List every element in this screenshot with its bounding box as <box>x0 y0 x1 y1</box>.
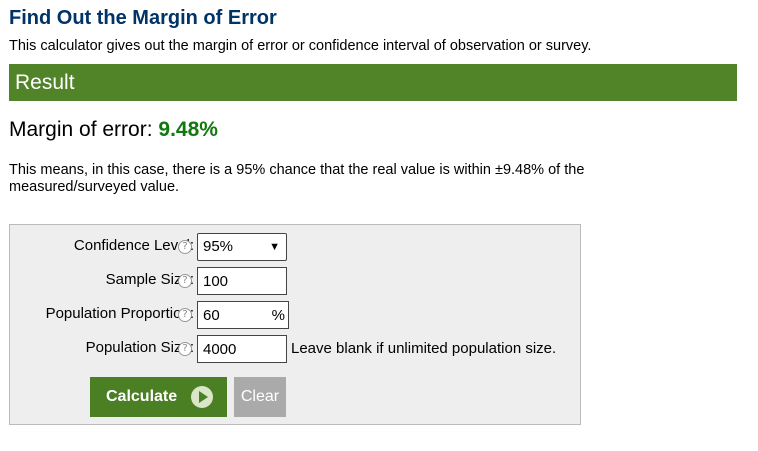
margin-of-error-label: Margin of error: <box>9 118 159 141</box>
percent-unit: % <box>271 307 285 324</box>
population-size-label: Population Size: <box>85 339 194 356</box>
help-icon[interactable]: ? <box>178 240 192 254</box>
help-icon[interactable]: ? <box>178 308 192 322</box>
clear-button[interactable]: Clear <box>234 377 286 417</box>
result-header: Result <box>9 64 737 101</box>
population-proportion-field: % <box>197 301 289 329</box>
population-proportion-label: Population Proportion: <box>45 305 194 322</box>
play-circle-icon <box>191 386 213 408</box>
help-icon[interactable]: ? <box>178 274 192 288</box>
confidence-level-label: Confidence Level: <box>73 237 194 254</box>
margin-of-error-value: 9.48% <box>158 118 218 141</box>
result-explanation: This means, in this case, there is a 95%… <box>9 162 585 195</box>
population-size-input[interactable] <box>197 335 287 363</box>
confidence-level-value: 95% <box>203 238 234 255</box>
sample-size-input[interactable] <box>197 267 287 295</box>
chevron-down-icon: ▼ <box>269 241 280 253</box>
help-icon[interactable]: ? <box>178 342 192 356</box>
page-title: Find Out the Margin of Error <box>9 7 277 29</box>
calculate-button[interactable]: Calculate <box>90 377 227 417</box>
population-size-row: Population Size: ? Leave blank if unlimi… <box>10 333 580 363</box>
confidence-level-select[interactable]: 95% ▼ <box>197 233 287 261</box>
population-proportion-input[interactable] <box>198 302 280 328</box>
calculator-form: Confidence Level: ? 95% ▼ Sample Size: ?… <box>9 224 581 425</box>
population-proportion-row: Population Proportion: ? % <box>10 299 580 329</box>
sample-size-label: Sample Size: <box>105 271 194 288</box>
sample-size-row: Sample Size: ? <box>10 265 580 295</box>
confidence-level-row: Confidence Level: ? 95% ▼ <box>10 231 580 261</box>
page-description: This calculator gives out the margin of … <box>9 38 592 54</box>
calculate-button-label: Calculate <box>106 388 178 405</box>
population-size-hint: Leave blank if unlimited population size… <box>291 340 557 357</box>
margin-of-error-result: Margin of error: 9.48% <box>9 118 218 142</box>
